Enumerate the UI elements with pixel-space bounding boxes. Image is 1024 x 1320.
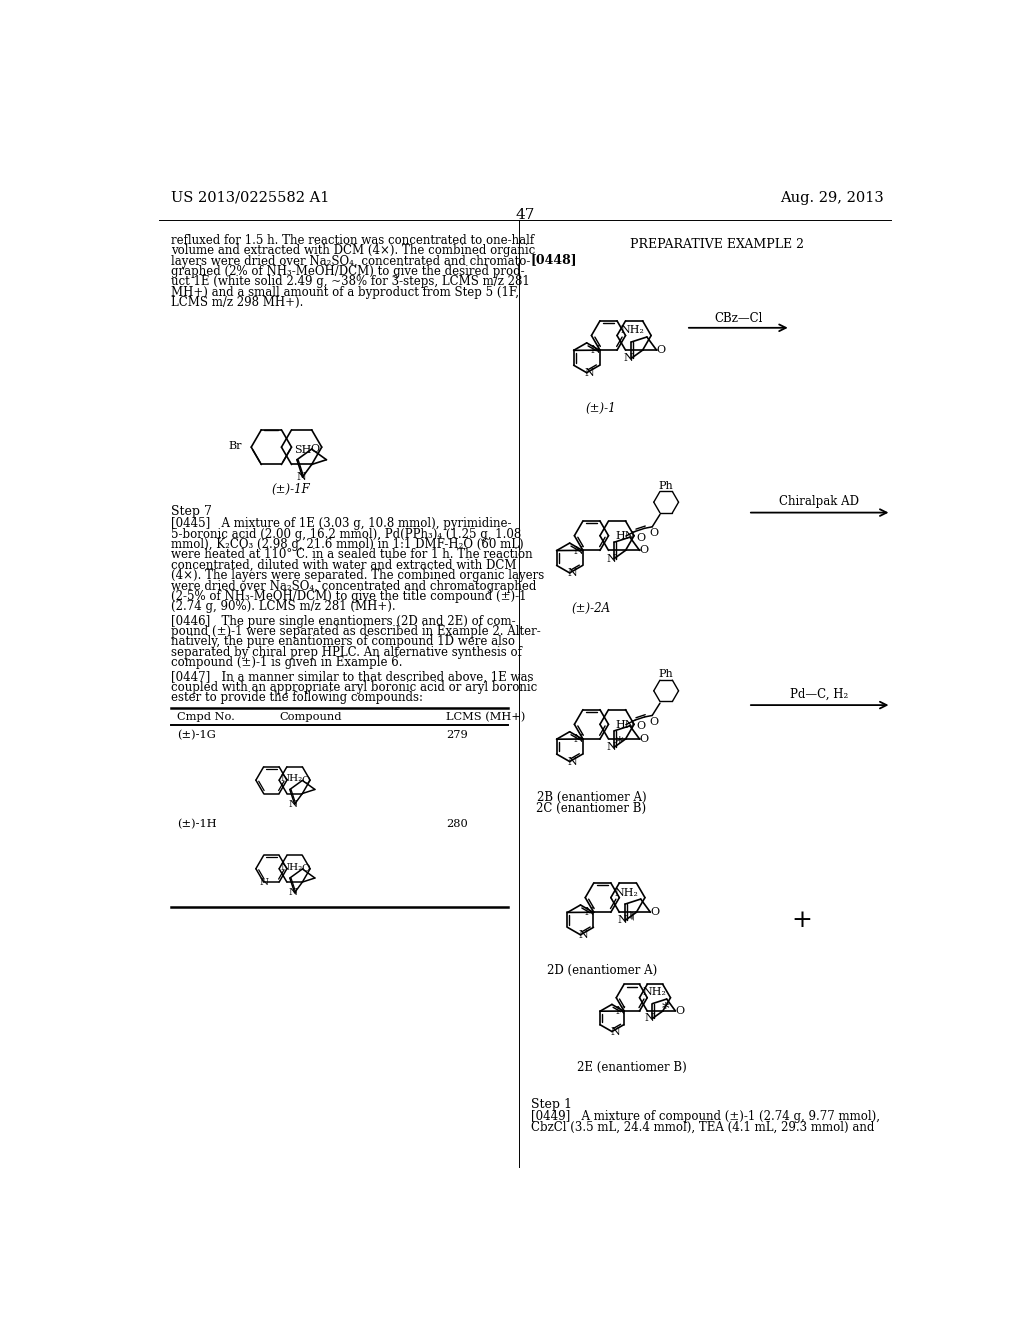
Text: NH₂: NH₂ (281, 863, 302, 871)
Text: 2C (enantiomer B): 2C (enantiomer B) (537, 801, 646, 814)
Text: |: | (630, 911, 633, 919)
Text: MH+) and a small amount of a byproduct from Step 5 (1F,: MH+) and a small amount of a byproduct f… (171, 286, 518, 298)
Text: SH: SH (295, 445, 312, 455)
Text: Step 1: Step 1 (531, 1098, 572, 1111)
Text: coupled with an appropriate aryl boronic acid or aryl boronic: coupled with an appropriate aryl boronic… (171, 681, 537, 694)
Text: +: + (792, 909, 813, 932)
Text: NH₂: NH₂ (621, 326, 645, 335)
Text: (2.74 g, 90%). LCMS m/z 281 (MH+).: (2.74 g, 90%). LCMS m/z 281 (MH+). (171, 601, 395, 614)
Text: concentrated, diluted with water and extracted with DCM: concentrated, diluted with water and ext… (171, 558, 516, 572)
Text: O: O (640, 545, 649, 556)
Text: 2E (enantiomer B): 2E (enantiomer B) (577, 1060, 687, 1073)
Text: 279: 279 (445, 730, 468, 741)
Text: CBz—Cl: CBz—Cl (715, 312, 763, 325)
Text: *: * (615, 735, 624, 750)
Text: [0447]   In a manner similar to that described above, 1E was: [0447] In a manner similar to that descr… (171, 671, 534, 684)
Text: were heated at 110° C. in a sealed tube for 1 h. The reaction: were heated at 110° C. in a sealed tube … (171, 548, 532, 561)
Text: N: N (289, 888, 298, 898)
Text: Step 7: Step 7 (171, 506, 212, 517)
Text: Ph: Ph (658, 480, 674, 491)
Text: (±)-1G: (±)-1G (177, 730, 216, 741)
Text: N: N (259, 878, 268, 887)
Text: N: N (591, 346, 601, 355)
Text: layers were dried over Na₂SO₄, concentrated and chromato-: layers were dried over Na₂SO₄, concentra… (171, 255, 530, 268)
Text: HN: HN (615, 531, 635, 541)
Text: O: O (301, 865, 310, 874)
Text: O: O (301, 776, 310, 785)
Text: uct 1E (white solid 2.49 g, ~38% for 3-steps, LCMS m/z 281: uct 1E (white solid 2.49 g, ~38% for 3-s… (171, 276, 529, 289)
Text: N: N (585, 368, 595, 378)
Text: (±)-1H: (±)-1H (177, 818, 216, 829)
Text: separated by chiral prep HPLC. An alternative synthesis of: separated by chiral prep HPLC. An altern… (171, 645, 521, 659)
Text: |: | (629, 911, 632, 919)
Text: (±)-2A: (±)-2A (571, 602, 611, 615)
Text: Br: Br (228, 441, 242, 450)
Text: 47: 47 (515, 209, 535, 223)
Text: NH₂: NH₂ (614, 887, 639, 898)
Text: (2-5% of NH₃-MeOH/DCM) to give the title compound (±)-1: (2-5% of NH₃-MeOH/DCM) to give the title… (171, 590, 526, 603)
Text: 2B (enantiomer A): 2B (enantiomer A) (537, 791, 646, 804)
Text: CbzCl (3.5 mL, 24.4 mmol), TEA (4.1 mL, 29.3 mmol) and: CbzCl (3.5 mL, 24.4 mmol), TEA (4.1 mL, … (531, 1121, 874, 1134)
Text: N: N (615, 1006, 625, 1016)
Text: Cmpd No.: Cmpd No. (177, 711, 234, 722)
Text: NH₂: NH₂ (281, 775, 302, 783)
Text: NH₂: NH₂ (642, 987, 666, 997)
Text: (4×). The layers were separated. The combined organic layers: (4×). The layers were separated. The com… (171, 569, 544, 582)
Text: refluxed for 1.5 h. The reaction was concentrated to one-half: refluxed for 1.5 h. The reaction was con… (171, 234, 534, 247)
Text: PREPARATIVE EXAMPLE 2: PREPARATIVE EXAMPLE 2 (630, 238, 804, 251)
Text: N: N (644, 1014, 654, 1023)
Text: HN: HN (615, 719, 635, 730)
Text: [0448]: [0448] (531, 253, 578, 267)
Text: (±)-1F: (±)-1F (271, 483, 310, 496)
Text: O: O (649, 717, 658, 726)
Text: LCMS m/z 298 MH+).: LCMS m/z 298 MH+). (171, 296, 303, 309)
Text: O: O (640, 734, 649, 744)
Text: N: N (624, 354, 633, 363)
Text: LCMS (MH+): LCMS (MH+) (445, 711, 525, 722)
Text: |: | (631, 912, 634, 920)
Text: O: O (650, 907, 659, 917)
Text: O: O (649, 528, 658, 539)
Text: |: | (632, 912, 635, 920)
Text: were dried over Na₂SO₄, concentrated and chromatographed: were dried over Na₂SO₄, concentrated and… (171, 579, 536, 593)
Text: US 2013/0225582 A1: US 2013/0225582 A1 (171, 191, 329, 205)
Text: Aug. 29, 2013: Aug. 29, 2013 (780, 191, 884, 205)
Text: N: N (289, 800, 298, 809)
Text: O: O (637, 721, 646, 731)
Text: Compound: Compound (280, 711, 342, 722)
Text: N: N (579, 929, 589, 940)
Text: N: N (610, 1027, 620, 1036)
Text: [0446]   The pure single enantiomers (2D and 2E) of com-: [0446] The pure single enantiomers (2D a… (171, 615, 515, 627)
Text: volume and extracted with DCM (4×). The combined organic: volume and extracted with DCM (4×). The … (171, 244, 535, 257)
Text: pound (±)-1 were separated as described in Example 2. Alter-: pound (±)-1 were separated as described … (171, 626, 541, 638)
Text: O: O (310, 444, 319, 454)
Text: N: N (606, 742, 616, 752)
Text: N: N (568, 568, 578, 578)
Text: Pd—C, H₂: Pd—C, H₂ (791, 688, 849, 701)
Text: graphed (2% of NH₃-MeOH/DCM) to give the desired prod-: graphed (2% of NH₃-MeOH/DCM) to give the… (171, 265, 524, 279)
Text: N: N (296, 473, 306, 482)
Text: N: N (573, 734, 584, 744)
Text: 5-boronic acid (2.00 g, 16.2 mmol), Pd(PPh₃)₄ (1.25 g, 1.08: 5-boronic acid (2.00 g, 16.2 mmol), Pd(P… (171, 528, 521, 541)
Text: compound (±)-1 is given in Example 6.: compound (±)-1 is given in Example 6. (171, 656, 402, 669)
Text: [0445]   A mixture of 1E (3.03 g, 10.8 mmol), pyrimidine-: [0445] A mixture of 1E (3.03 g, 10.8 mmo… (171, 517, 511, 531)
Text: ester to provide the following compounds:: ester to provide the following compounds… (171, 692, 423, 705)
Text: (±)-1: (±)-1 (586, 403, 616, 416)
Text: 280: 280 (445, 818, 468, 829)
Text: N: N (573, 545, 584, 556)
Text: O: O (656, 345, 666, 355)
Text: O: O (676, 1006, 685, 1016)
Text: N: N (585, 907, 595, 917)
Text: N: N (606, 553, 616, 564)
Text: N: N (617, 916, 627, 925)
Text: O: O (637, 532, 646, 543)
Text: Ph: Ph (658, 669, 674, 680)
Text: [0449]   A mixture of compound (±)-1 (2.74 g, 9.77 mmol),: [0449] A mixture of compound (±)-1 (2.74… (531, 1110, 880, 1123)
Text: 2D (enantiomer A): 2D (enantiomer A) (547, 964, 657, 977)
Text: N: N (568, 756, 578, 767)
Text: Chiralpak AD: Chiralpak AD (779, 495, 859, 508)
Text: *: * (663, 1002, 670, 1016)
Text: natively, the pure enantiomers of compound 1D were also: natively, the pure enantiomers of compou… (171, 635, 515, 648)
Text: mmol), K₂CO₃ (2.98 g, 21.6 mmol) in 1:1 DMF-H₂O (60 mL): mmol), K₂CO₃ (2.98 g, 21.6 mmol) in 1:1 … (171, 539, 523, 550)
